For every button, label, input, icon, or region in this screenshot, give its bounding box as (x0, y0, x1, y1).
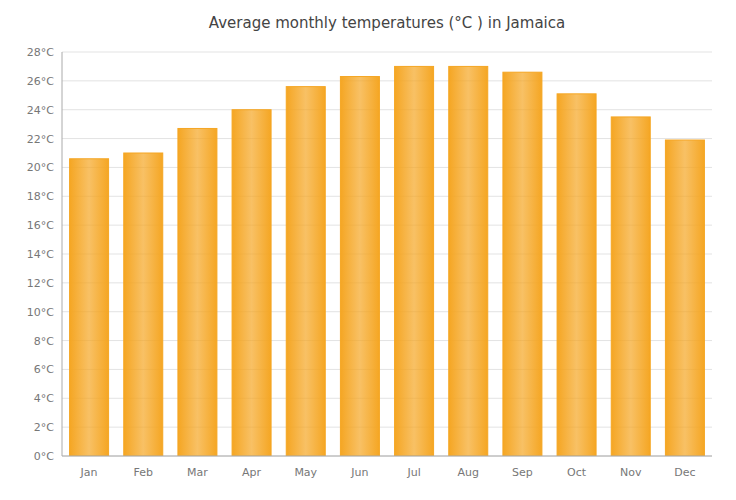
x-tick-label: May (294, 466, 317, 479)
y-tick-label: 26°C (27, 75, 54, 88)
y-tick-label: 22°C (27, 133, 54, 146)
y-tick-labels: 0°C 2°C 4°C 6°C 8°C 10°C 12°C 14°C 16°C 18°C 20°C 2… (27, 46, 54, 463)
grid-line (62, 52, 712, 53)
bar (178, 128, 217, 456)
x-tick-label: Nov (620, 466, 642, 479)
grid-line (62, 456, 712, 457)
x-tick-label: Jul (406, 466, 420, 479)
bar (124, 153, 163, 456)
x-tick-labels: Jan Feb Mar Apr May Jun Jul Aug Sep Oct Nov Dec (80, 466, 696, 479)
x-tick-label: Jan (80, 466, 98, 479)
x-tick-label: Aug (458, 466, 479, 479)
bar (557, 94, 596, 456)
y-tick-label: 2°C (34, 421, 54, 434)
y-tick-label: 18°C (27, 190, 54, 203)
y-tick-label: 20°C (27, 161, 54, 174)
y-tick-label: 16°C (27, 219, 54, 232)
x-axis-line (62, 456, 712, 457)
bar (340, 77, 379, 456)
x-tick-label: Jun (350, 466, 368, 479)
bar (286, 87, 325, 456)
bar (395, 66, 434, 456)
x-tick-label: Mar (187, 466, 208, 479)
bars (70, 66, 705, 456)
bar (665, 140, 704, 456)
chart-container: Average monthly temperatures (°C ) in Ja… (0, 0, 736, 500)
y-tick-label: 4°C (34, 392, 54, 405)
y-tick-label: 12°C (27, 277, 54, 290)
bar (611, 117, 650, 456)
y-tick-label: 28°C (27, 46, 54, 59)
x-tick-label: Oct (567, 466, 587, 479)
y-tick-label: 8°C (34, 335, 54, 348)
bar (503, 72, 542, 456)
bar (232, 110, 271, 456)
y-tick-label: 6°C (34, 363, 54, 376)
chart-title: Average monthly temperatures (°C ) in Ja… (209, 14, 565, 32)
y-tick-label: 14°C (27, 248, 54, 261)
x-tick-label: Feb (134, 466, 153, 479)
bar (449, 66, 488, 456)
bar (70, 159, 109, 456)
y-tick-label: 10°C (27, 306, 54, 319)
grid-line (62, 80, 712, 81)
x-tick-label: Apr (242, 466, 262, 479)
grid-line (62, 109, 712, 110)
y-axis-line (62, 52, 63, 456)
x-tick-label: Dec (674, 466, 695, 479)
y-grid (62, 52, 712, 456)
y-tick-label: 24°C (27, 104, 54, 117)
y-tick-label: 0°C (34, 450, 54, 463)
x-tick-label: Sep (512, 466, 533, 479)
chart-svg: Average monthly temperatures (°C ) in Ja… (0, 0, 736, 500)
